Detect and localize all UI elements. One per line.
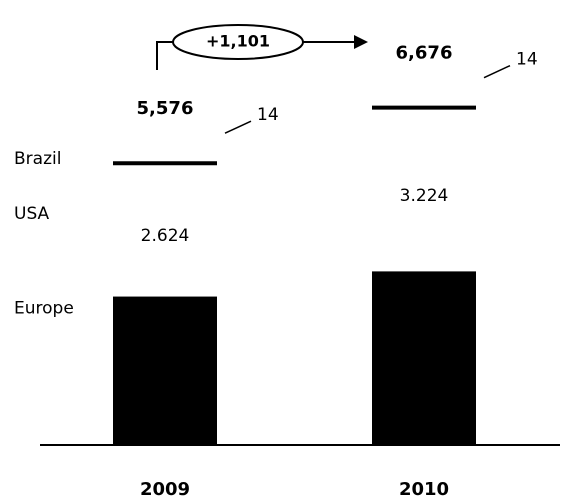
total-label: 6,676 <box>396 43 453 64</box>
legend-label: USA <box>14 204 50 224</box>
legend-label: Brazil <box>14 149 61 169</box>
delta-connector <box>156 41 173 70</box>
value-label: 14 <box>257 105 279 125</box>
value-label: 2.624 <box>141 226 190 246</box>
x-tick-label: 2010 <box>399 479 449 500</box>
label-leader <box>224 120 252 134</box>
value-label: 3.224 <box>400 186 449 206</box>
bar-segment <box>113 296 217 445</box>
x-tick-label: 2009 <box>140 479 190 500</box>
bar-segment <box>113 163 217 297</box>
delta-arrow-head <box>354 35 368 49</box>
label-leader <box>483 64 511 79</box>
legend-label: Europe <box>14 299 74 319</box>
bar-segment <box>372 271 476 445</box>
bar-segment <box>372 108 476 272</box>
value-label: 14 <box>516 50 538 70</box>
total-label: 5,576 <box>137 98 194 119</box>
delta-label: +1,101 <box>206 32 270 51</box>
